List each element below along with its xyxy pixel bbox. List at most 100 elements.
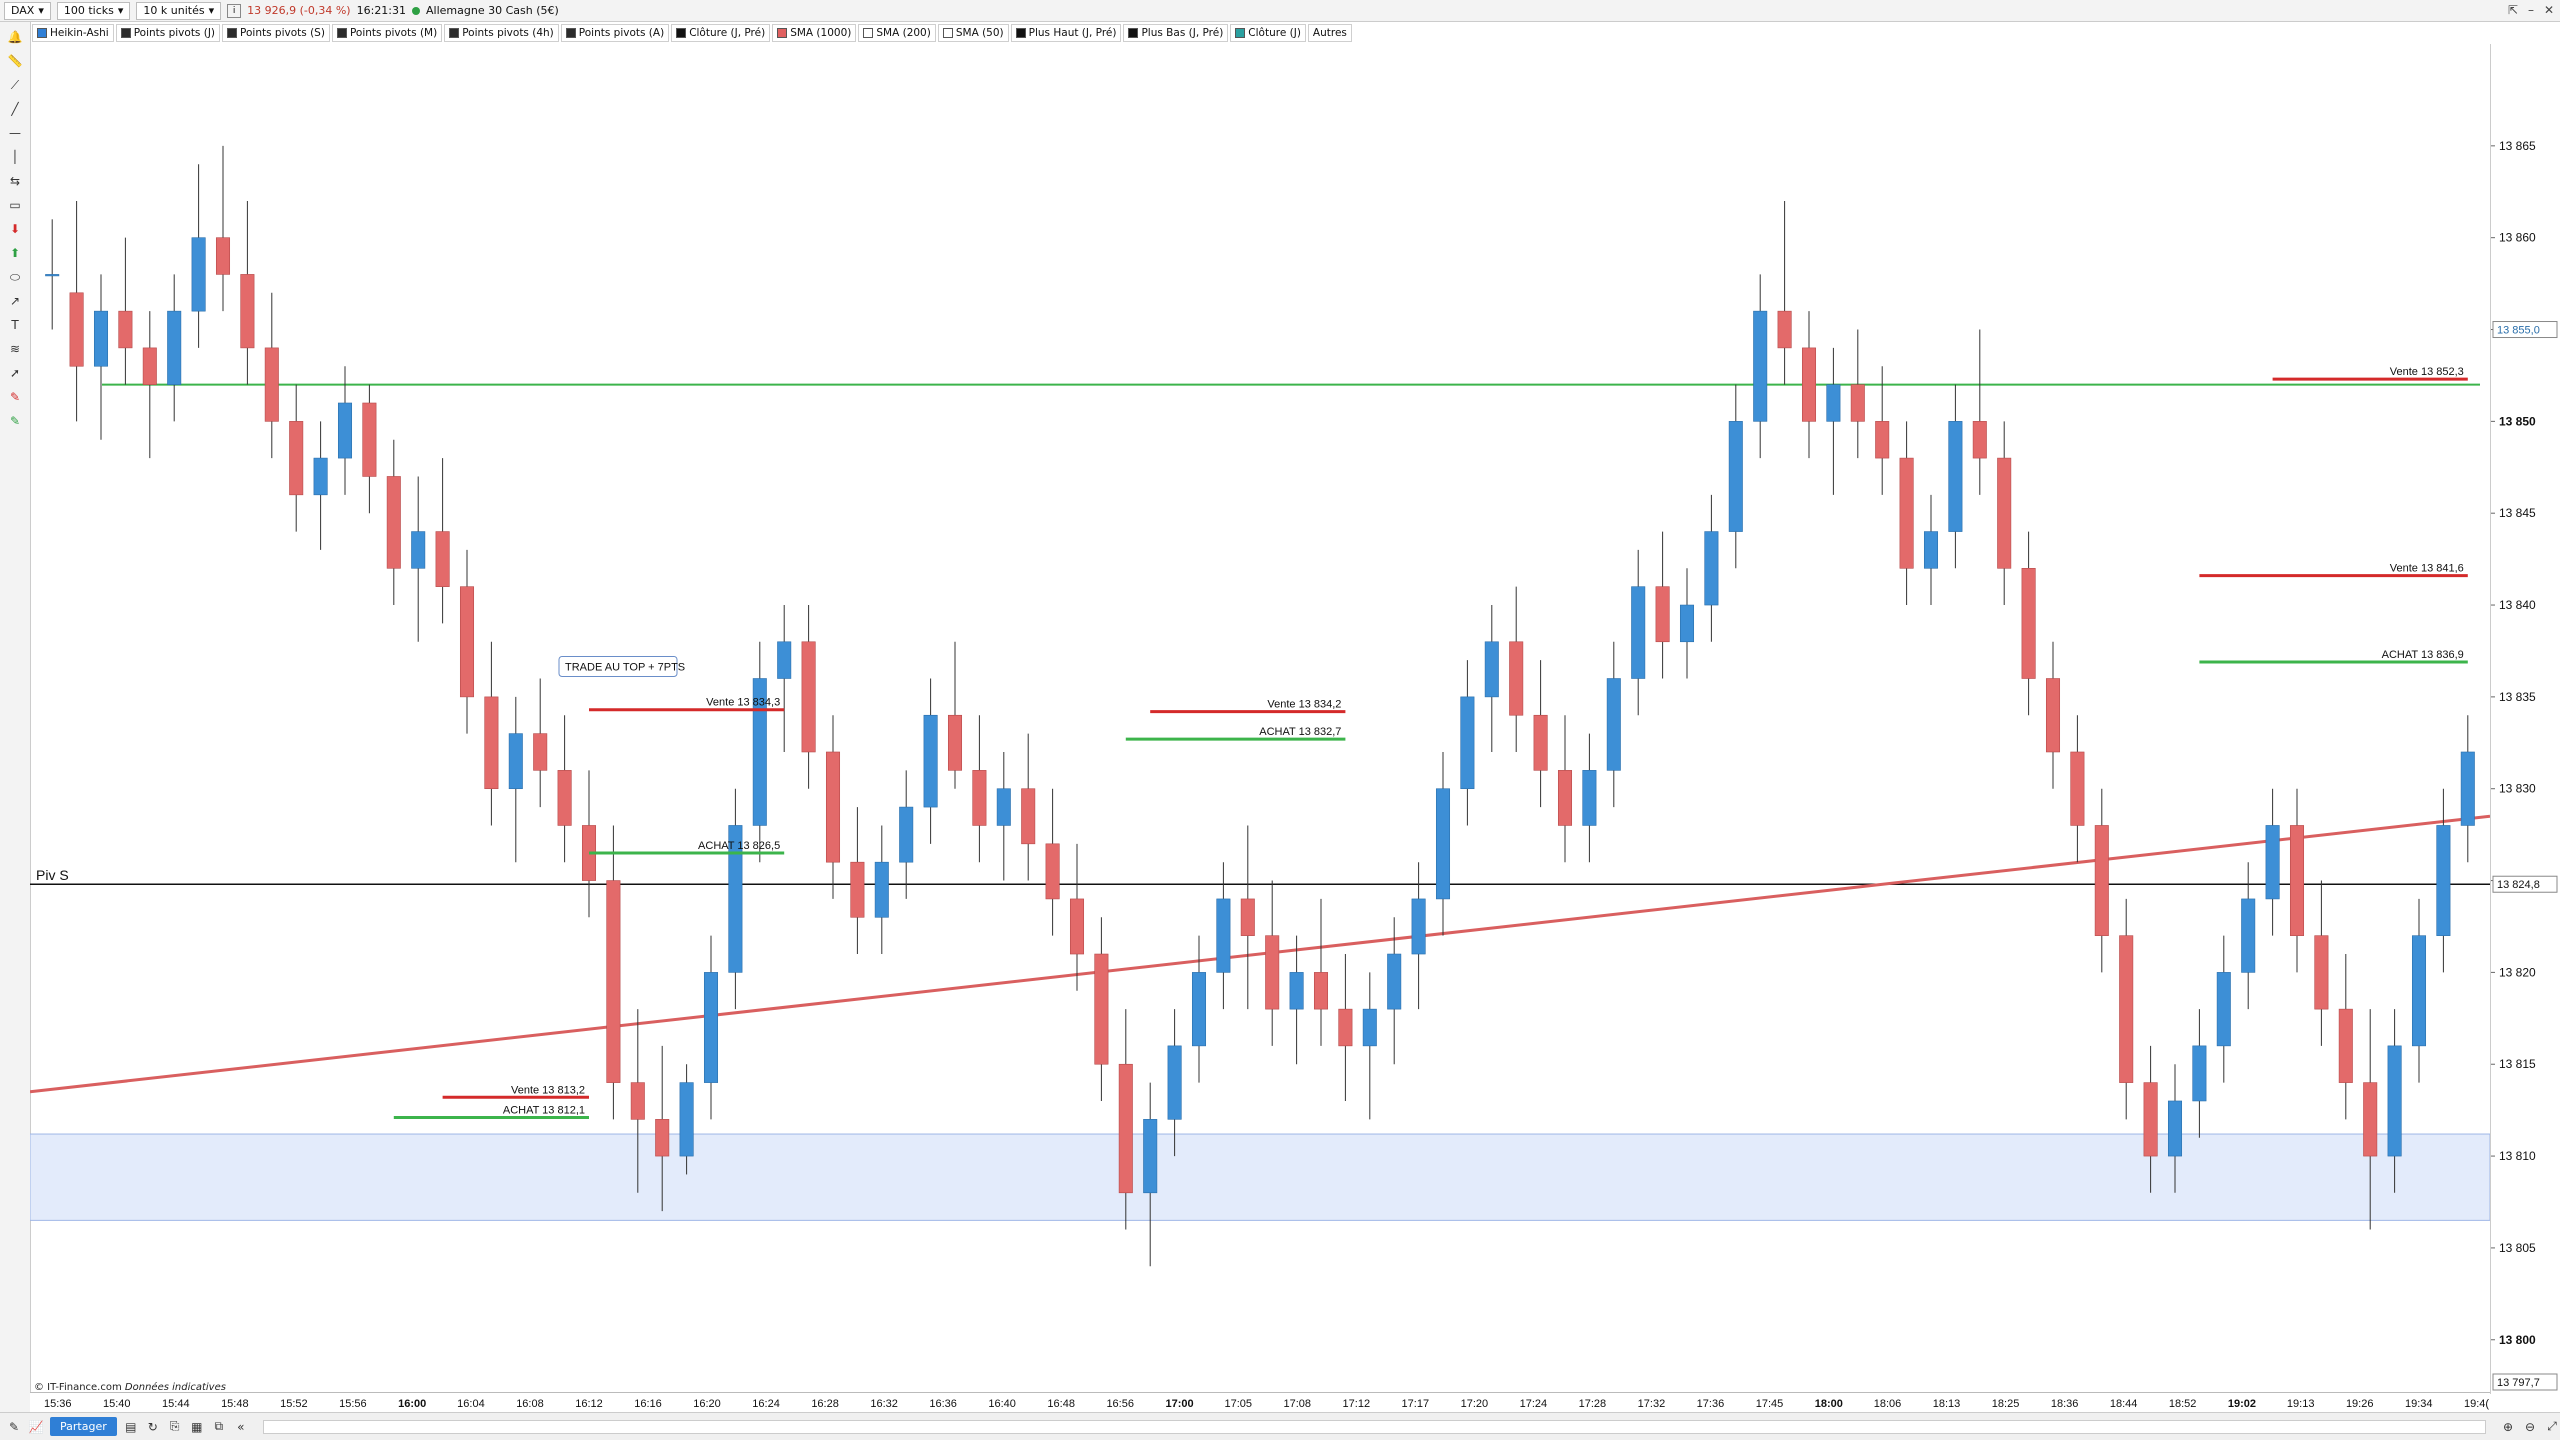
indicator-chip[interactable]: Plus Haut (J, Pré) bbox=[1010, 24, 1122, 42]
replay-icon[interactable]: ↻ bbox=[147, 1419, 158, 1434]
symbol-selector[interactable]: DAX ▾ bbox=[4, 1, 51, 20]
sell-arrow-icon[interactable]: ⬇ bbox=[9, 222, 21, 236]
compare-icon[interactable]: ⧉ bbox=[214, 1419, 224, 1433]
hline-icon[interactable]: — bbox=[9, 126, 21, 140]
units-label: 10 k unités bbox=[143, 4, 205, 17]
undock-icon[interactable]: ⇱ bbox=[2507, 3, 2518, 17]
zoom-in-icon[interactable]: ⊕ bbox=[2502, 1419, 2514, 1434]
candle-body bbox=[508, 733, 523, 790]
units-selector[interactable]: 10 k unités ▾ bbox=[136, 1, 222, 20]
bottom-toolbar: ✎ 📈 Partager ▤ ↻ ⎘ ▦ ⧉ « ⊕ ⊖ ⤢ bbox=[0, 1412, 2560, 1440]
bottom-price-tag-box bbox=[2492, 1373, 2558, 1391]
screenshot-icon[interactable]: ⎘ bbox=[169, 1419, 180, 1433]
indicator-chip[interactable]: Autres bbox=[1307, 24, 1352, 42]
indicator-chip[interactable]: Plus Bas (J, Pré) bbox=[1123, 24, 1229, 42]
close-icon[interactable]: ✕ bbox=[2543, 3, 2554, 17]
indicator-label: Clôture (J, Pré) bbox=[689, 27, 766, 39]
annotation-box bbox=[558, 655, 678, 677]
time-tick-label: 18:52 bbox=[2169, 1398, 2197, 1410]
indicator-chip[interactable]: Clôture (J, Pré) bbox=[671, 24, 771, 42]
annotation-text: TRADE AU TOP + 7PTS bbox=[565, 661, 685, 673]
channel-icon[interactable]: ⇆ bbox=[9, 174, 21, 188]
candle-body bbox=[1094, 953, 1109, 1065]
indicator-label: Clôture (J) bbox=[1248, 27, 1301, 39]
indicator-chip[interactable]: Heikin-Ashi bbox=[32, 24, 114, 42]
candle-body bbox=[1875, 421, 1890, 459]
window-controls: ⇱ – ✕ bbox=[2508, 3, 2554, 17]
info-icon[interactable]: i bbox=[227, 3, 242, 18]
cursor-icon[interactable]: ➚ bbox=[9, 366, 21, 380]
pencil-red-icon[interactable]: ✎ bbox=[9, 390, 21, 404]
time-tick-label: 19:34 bbox=[2405, 1398, 2433, 1410]
candle-body bbox=[1655, 586, 1670, 643]
scroll-left-icon[interactable]: « bbox=[237, 1419, 245, 1434]
indicator-label: SMA (50) bbox=[955, 27, 1004, 39]
time-tick-label: 17:36 bbox=[1697, 1398, 1725, 1410]
fibonacci-icon[interactable]: ≋ bbox=[9, 342, 21, 356]
line-icon[interactable]: ╱ bbox=[11, 102, 19, 116]
candle-body bbox=[1899, 457, 1914, 569]
bell-icon[interactable]: 🔔 bbox=[7, 30, 23, 44]
template-icon[interactable]: ▦ bbox=[191, 1419, 203, 1434]
time-tick-label: 16:24 bbox=[752, 1398, 780, 1410]
indicator-chip[interactable]: Points pivots (M) bbox=[331, 24, 443, 42]
price-tick-label: 13 805 bbox=[2499, 1241, 2536, 1255]
indicator-chip[interactable]: Clôture (J) bbox=[1230, 24, 1306, 42]
candle-body bbox=[1533, 714, 1548, 771]
chart-type-icon[interactable]: 📈 bbox=[28, 1419, 44, 1434]
layout-icon[interactable]: ▤ bbox=[125, 1419, 137, 1434]
fit-icon[interactable]: ⤢ bbox=[2547, 1419, 2557, 1433]
indicator-chip[interactable]: Points pivots (S) bbox=[222, 24, 330, 42]
candle-body bbox=[1753, 310, 1768, 422]
price-tick-label: 13 815 bbox=[2499, 1057, 2536, 1071]
candle-body bbox=[1704, 531, 1719, 606]
candle-body bbox=[215, 237, 231, 275]
indicator-color-swatch bbox=[449, 28, 460, 38]
share-button[interactable]: Partager bbox=[50, 1417, 117, 1436]
indicator-chip[interactable]: Points pivots (4h) bbox=[444, 24, 559, 42]
ruler-icon[interactable]: 📏 bbox=[7, 54, 23, 68]
chevron-down-icon: ▾ bbox=[117, 4, 124, 17]
indicator-chip[interactable]: SMA (200) bbox=[858, 24, 936, 42]
pencil-green-icon[interactable]: ✎ bbox=[9, 414, 21, 428]
current-price-tag-label: 13 855,0 bbox=[2497, 325, 2540, 337]
indicator-chip[interactable]: Points pivots (J) bbox=[115, 24, 221, 42]
top-toolbar: DAX ▾ 100 ticks ▾ 10 k unités ▾ i 13 926… bbox=[0, 0, 2560, 22]
data-source-note: © IT-Finance.com Données indicatives bbox=[34, 1382, 226, 1393]
ellipse-icon[interactable]: ⬭ bbox=[9, 269, 21, 284]
time-tick-label: 18:44 bbox=[2110, 1398, 2138, 1410]
candle-body bbox=[1923, 531, 1939, 569]
candle-body bbox=[679, 1082, 694, 1157]
arrow-icon[interactable]: ↗ bbox=[9, 294, 21, 308]
candle-body bbox=[2192, 1045, 2207, 1102]
pencil-icon[interactable]: ✎ bbox=[8, 1419, 20, 1434]
trade-annotation: TRADE AU TOP + 7PTS bbox=[558, 655, 685, 677]
indicator-label: SMA (1000) bbox=[790, 27, 852, 39]
indicator-chip[interactable]: SMA (50) bbox=[937, 24, 1009, 42]
candle-body bbox=[1850, 384, 1865, 422]
minimize-icon[interactable]: – bbox=[2527, 3, 2534, 17]
indicator-chip[interactable]: Points pivots (A) bbox=[560, 24, 670, 42]
sma-1000-line bbox=[30, 814, 2490, 1094]
indicator-chip[interactable]: SMA (1000) bbox=[772, 24, 857, 42]
time-tick-label: 16:12 bbox=[575, 1398, 603, 1410]
candle-body bbox=[874, 861, 889, 918]
zoom-out-icon[interactable]: ⊖ bbox=[2524, 1419, 2536, 1434]
price-chart[interactable]: Piv S Vente 13 834,3 ACHAT 13 826,5 Vente 1… bbox=[30, 44, 2490, 1392]
vline-icon[interactable]: │ bbox=[11, 150, 19, 164]
indicator-color-swatch bbox=[227, 28, 238, 38]
horizontal-scrollbar[interactable] bbox=[262, 1419, 2486, 1434]
time-tick-label: 17:17 bbox=[1402, 1398, 1430, 1410]
indicator-label: SMA (200) bbox=[876, 27, 931, 39]
candle-body bbox=[923, 714, 938, 808]
time-tick-label: 16:20 bbox=[693, 1398, 721, 1410]
interval-selector[interactable]: 100 ticks ▾ bbox=[56, 1, 131, 20]
buy-arrow-icon[interactable]: ⬆ bbox=[9, 246, 21, 260]
buy-order-label: ACHAT 13 832,7 bbox=[1259, 726, 1341, 738]
candle-body bbox=[1265, 935, 1280, 1010]
rectangle-icon[interactable]: ▭ bbox=[9, 198, 21, 212]
text-icon[interactable]: T bbox=[11, 318, 19, 332]
time-tick-label: 16:36 bbox=[929, 1398, 957, 1410]
segment-icon[interactable]: ⟋ bbox=[10, 77, 20, 92]
time-tick-label: 15:52 bbox=[280, 1398, 308, 1410]
